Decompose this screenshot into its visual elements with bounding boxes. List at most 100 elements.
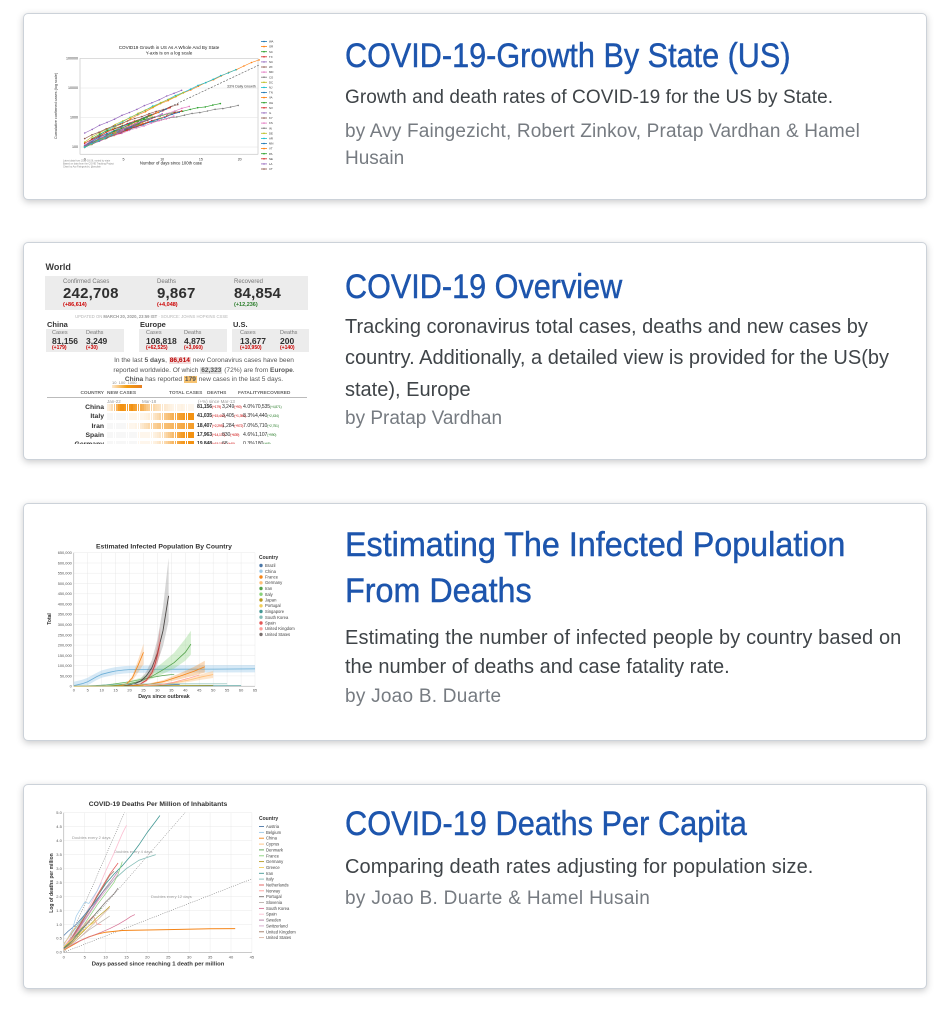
svg-text:France: France — [266, 853, 280, 858]
svg-text:AR: AR — [269, 137, 273, 141]
svg-text:MD: MD — [269, 70, 273, 74]
svg-text:Germany: Germany — [266, 859, 284, 864]
svg-text:100000: 100000 — [66, 57, 78, 61]
svg-text:0.5: 0.5 — [56, 936, 62, 941]
svg-text:SC: SC — [269, 50, 273, 54]
svg-text:1.5: 1.5 — [56, 908, 62, 913]
svg-text:10000: 10000 — [68, 86, 78, 90]
svg-text:Estimated Infected Population: Estimated Infected Population By Country — [96, 544, 232, 551]
svg-text:NJ: NJ — [269, 86, 273, 90]
svg-text:LA: LA — [269, 162, 273, 166]
svg-text:CT: CT — [269, 167, 273, 171]
svg-text:COVID19 Growth in US As A Whol: COVID19 Growth in US As A Whole And By S… — [119, 45, 220, 50]
svg-text:OR: OR — [269, 45, 273, 49]
svg-text:Cyprus: Cyprus — [266, 842, 279, 847]
svg-text:Latest data from 2020-03-26, s: Latest data from 2020-03-26, sorted by s… — [63, 160, 111, 163]
svg-text:600,000: 600,000 — [58, 560, 73, 565]
svg-text:550,000: 550,000 — [58, 571, 73, 576]
svg-text:Spain: Spain — [265, 621, 276, 626]
svg-text:DE: DE — [269, 131, 273, 135]
svg-text:250,000: 250,000 — [58, 632, 73, 637]
svg-text:Doubles every 4 days: Doubles every 4 days — [114, 849, 152, 854]
svg-text:Portugal: Portugal — [265, 603, 281, 608]
svg-text:3.5: 3.5 — [56, 852, 62, 857]
svg-text:Netherlands: Netherlands — [266, 883, 289, 888]
svg-text:15: 15 — [124, 954, 129, 959]
svg-text:55: 55 — [225, 688, 229, 693]
svg-text:Sweden: Sweden — [266, 918, 282, 923]
svg-text:25: 25 — [141, 688, 145, 693]
svg-text:200,000: 200,000 — [58, 643, 73, 648]
svg-text:10: 10 — [160, 158, 164, 162]
svg-text:United States: United States — [265, 632, 290, 637]
svg-text:20: 20 — [238, 158, 242, 162]
svg-text:Chart by Avy Faingezicht, @avy: Chart by Avy Faingezicht, @avyfain — [63, 166, 101, 169]
svg-text:Greece: Greece — [266, 865, 280, 870]
svg-text:50: 50 — [211, 688, 216, 693]
svg-text:5: 5 — [87, 688, 89, 693]
svg-text:Slovenia: Slovenia — [266, 900, 283, 905]
svg-text:450,000: 450,000 — [58, 591, 73, 596]
svg-text:OH: OH — [269, 101, 273, 105]
svg-text:TN: TN — [269, 91, 273, 95]
svg-text:5: 5 — [123, 158, 125, 162]
svg-text:0: 0 — [73, 688, 76, 693]
svg-text:Days passed since reaching 1 d: Days passed since reaching 1 death per m… — [92, 962, 225, 968]
svg-text:15: 15 — [113, 688, 117, 693]
svg-text:COVID-19 Deaths Per Million of: COVID-19 Deaths Per Million of Inhabitan… — [89, 801, 228, 808]
svg-text:Log of deaths per million: Log of deaths per million — [49, 853, 55, 912]
svg-text:45: 45 — [197, 688, 201, 693]
svg-text:China: China — [265, 569, 277, 574]
svg-text:3.0: 3.0 — [56, 866, 62, 871]
svg-text:Doubles every 2 days: Doubles every 2 days — [72, 835, 110, 840]
svg-text:NE: NE — [269, 157, 273, 161]
svg-text:4.5: 4.5 — [56, 824, 62, 829]
svg-text:South Korea: South Korea — [265, 615, 289, 620]
svg-text:60: 60 — [239, 688, 244, 693]
svg-text:30: 30 — [187, 954, 192, 959]
svg-text:Doubles every 12 days: Doubles every 12 days — [151, 894, 192, 899]
svg-text:Norway: Norway — [266, 888, 281, 893]
svg-text:2.0: 2.0 — [56, 894, 62, 899]
svg-text:WA: WA — [269, 40, 274, 44]
svg-text:Austria: Austria — [266, 824, 280, 829]
svg-text:Total: Total — [47, 613, 53, 625]
svg-text:DC: DC — [269, 80, 273, 84]
svg-text:Iran: Iran — [265, 586, 273, 591]
svg-text:PA: PA — [269, 152, 273, 156]
svg-text:France: France — [265, 575, 279, 580]
svg-text:400,000: 400,000 — [58, 601, 73, 606]
svg-text:10: 10 — [100, 688, 105, 693]
svg-text:300,000: 300,000 — [58, 622, 73, 627]
svg-text:South Korea: South Korea — [266, 906, 290, 911]
svg-text:Japan: Japan — [265, 598, 277, 603]
svg-text:0: 0 — [63, 954, 66, 959]
svg-text:0: 0 — [70, 684, 73, 689]
svg-text:0: 0 — [84, 158, 86, 162]
svg-text:1000: 1000 — [70, 116, 78, 120]
svg-text:650,000: 650,000 — [58, 550, 73, 555]
svg-text:WI: WI — [269, 65, 273, 69]
svg-text:NV: NV — [269, 106, 273, 110]
svg-text:65: 65 — [253, 688, 257, 693]
svg-text:Denmark: Denmark — [266, 847, 284, 852]
svg-text:15: 15 — [199, 158, 203, 162]
svg-text:United Kingdom: United Kingdom — [265, 626, 295, 631]
svg-text:United States: United States — [266, 935, 291, 940]
svg-text:150,000: 150,000 — [58, 653, 73, 658]
svg-text:Y-axis is on a log scale: Y-axis is on a log scale — [146, 51, 193, 56]
svg-text:Country: Country — [259, 555, 278, 561]
svg-text:Brazil: Brazil — [265, 563, 276, 568]
svg-text:35: 35 — [169, 688, 173, 693]
svg-text:10: 10 — [103, 954, 108, 959]
svg-text:50,000: 50,000 — [60, 673, 73, 678]
svg-text:VA: VA — [269, 96, 273, 100]
svg-text:100: 100 — [72, 145, 78, 149]
svg-text:20: 20 — [145, 954, 150, 959]
svg-text:5.0: 5.0 — [56, 810, 62, 815]
svg-text:500,000: 500,000 — [58, 581, 73, 586]
svg-text:United Kingdom: United Kingdom — [266, 929, 296, 934]
svg-text:Number of days since 100th cas: Number of days since 100th case — [140, 161, 203, 166]
svg-text:IL: IL — [269, 111, 272, 115]
svg-text:CO: CO — [269, 75, 274, 79]
